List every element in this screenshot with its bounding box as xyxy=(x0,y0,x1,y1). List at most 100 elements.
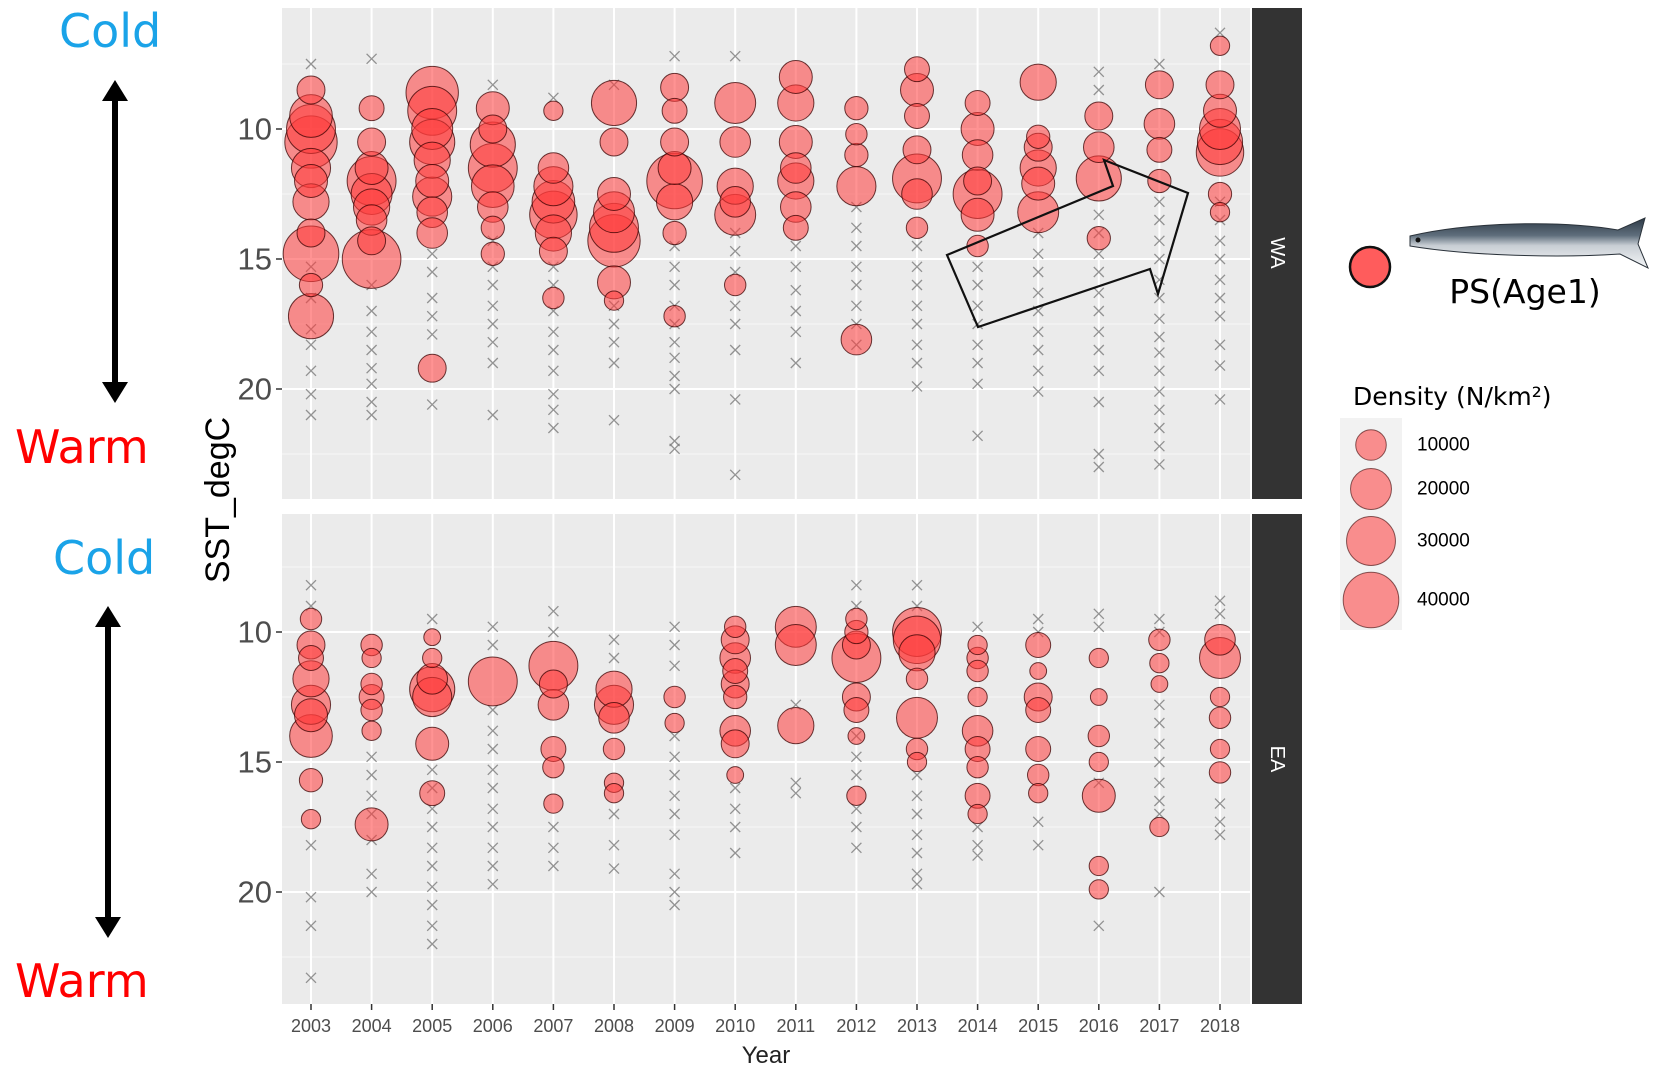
absence-mark xyxy=(1093,920,1105,932)
absence-mark xyxy=(608,414,620,426)
absence-mark xyxy=(972,850,984,862)
absence-mark xyxy=(972,839,984,851)
absence-mark xyxy=(487,764,499,776)
absence-mark xyxy=(1153,386,1165,398)
absence-mark xyxy=(911,808,923,820)
x-tick-label: 2007 xyxy=(533,1016,573,1036)
absence-mark xyxy=(305,920,317,932)
presence-bubble xyxy=(902,135,932,165)
presence-bubble xyxy=(361,647,382,669)
absence-mark xyxy=(1214,798,1226,810)
absence-mark xyxy=(1032,248,1044,260)
presence-bubble xyxy=(660,72,690,102)
absence-mark xyxy=(547,92,559,104)
presence-bubble xyxy=(663,685,686,709)
absence-mark xyxy=(972,378,984,390)
presence-bubble xyxy=(417,353,447,383)
x-tick-label: 2011 xyxy=(776,1016,815,1036)
absence-mark xyxy=(1093,448,1105,460)
size-legend: 10000 20000 30000 40000 xyxy=(1340,418,1470,630)
presence-bubble xyxy=(966,659,989,683)
presence-bubble xyxy=(537,152,570,184)
warm-label-bottom: Warm xyxy=(15,954,149,1008)
absence-mark xyxy=(669,730,681,742)
absence-mark xyxy=(729,300,741,312)
cold-label-top: Cold xyxy=(59,4,162,58)
absence-mark xyxy=(669,621,681,633)
panel-ea-background xyxy=(282,514,1250,1004)
presence-bubble xyxy=(1148,628,1171,652)
absence-mark xyxy=(1032,386,1044,398)
presence-bubble xyxy=(663,304,686,328)
presence-bubble xyxy=(358,95,385,122)
absence-mark xyxy=(547,404,559,416)
presence-bubble xyxy=(723,684,748,710)
absence-mark xyxy=(1153,777,1165,789)
x-axis-title: Year xyxy=(742,1042,791,1069)
strip-ea-label: EA xyxy=(1266,746,1288,773)
absence-mark xyxy=(487,639,499,651)
absence-mark xyxy=(850,751,862,763)
presence-bubble xyxy=(714,82,757,124)
absence-mark xyxy=(729,847,741,859)
presence-bubble xyxy=(664,712,685,734)
absence-mark xyxy=(790,284,802,296)
absence-mark xyxy=(1032,816,1044,828)
absence-mark xyxy=(1214,235,1226,247)
presence-bubble xyxy=(719,126,752,158)
absence-mark xyxy=(608,863,620,875)
presence-bubble xyxy=(543,793,564,814)
presence-bubble xyxy=(726,766,745,784)
strip-wa-label: WA xyxy=(1266,237,1288,269)
presence-bubble xyxy=(1084,101,1114,131)
absence-mark xyxy=(305,58,317,70)
absence-mark xyxy=(669,443,681,455)
presence-bubble xyxy=(1083,131,1115,163)
presence-bubble xyxy=(844,142,869,168)
absence-mark xyxy=(1153,347,1165,359)
panel-wa-presence-bubbles xyxy=(282,35,1245,383)
absence-mark xyxy=(972,300,984,312)
presence-bubble xyxy=(1146,136,1173,163)
presence-bubble xyxy=(723,273,747,297)
presence-bubble xyxy=(360,698,383,722)
up-down-arrow-icon xyxy=(102,80,128,403)
absence-mark xyxy=(426,842,438,854)
presence-bubble xyxy=(777,706,815,745)
presence-bubble xyxy=(478,114,508,144)
presence-bubble xyxy=(904,56,930,83)
absence-mark xyxy=(1032,839,1044,851)
presence-bubble xyxy=(597,177,631,211)
absence-mark xyxy=(790,240,802,252)
absence-mark xyxy=(547,842,559,854)
absence-mark xyxy=(669,829,681,841)
presence-bubble xyxy=(480,241,505,266)
presence-bubble xyxy=(905,667,929,691)
absence-mark xyxy=(487,621,499,633)
absence-mark xyxy=(669,279,681,291)
absence-mark xyxy=(487,878,499,890)
absence-mark xyxy=(366,378,378,390)
presence-bubble xyxy=(542,286,565,310)
absence-mark xyxy=(790,305,802,317)
absence-mark xyxy=(972,339,984,351)
absence-mark xyxy=(1032,287,1044,299)
absence-mark xyxy=(729,803,741,815)
presence-bubble xyxy=(415,726,450,761)
presence-bubble xyxy=(419,780,446,807)
presence-bubble xyxy=(595,670,633,708)
size-legend-label: 30000 xyxy=(1417,531,1470,552)
absence-mark xyxy=(1093,396,1105,408)
absence-mark xyxy=(911,769,923,781)
absence-mark xyxy=(487,860,499,872)
absence-mark xyxy=(850,769,862,781)
absence-mark xyxy=(911,579,923,591)
presence-bubble xyxy=(360,672,383,696)
presence-bubble xyxy=(845,122,868,146)
absence-mark xyxy=(911,279,923,291)
warm-label-top: Warm xyxy=(15,420,149,474)
presence-bubble xyxy=(603,290,625,311)
absence-mark xyxy=(487,279,499,291)
absence-mark xyxy=(669,639,681,651)
absence-mark xyxy=(911,240,923,252)
